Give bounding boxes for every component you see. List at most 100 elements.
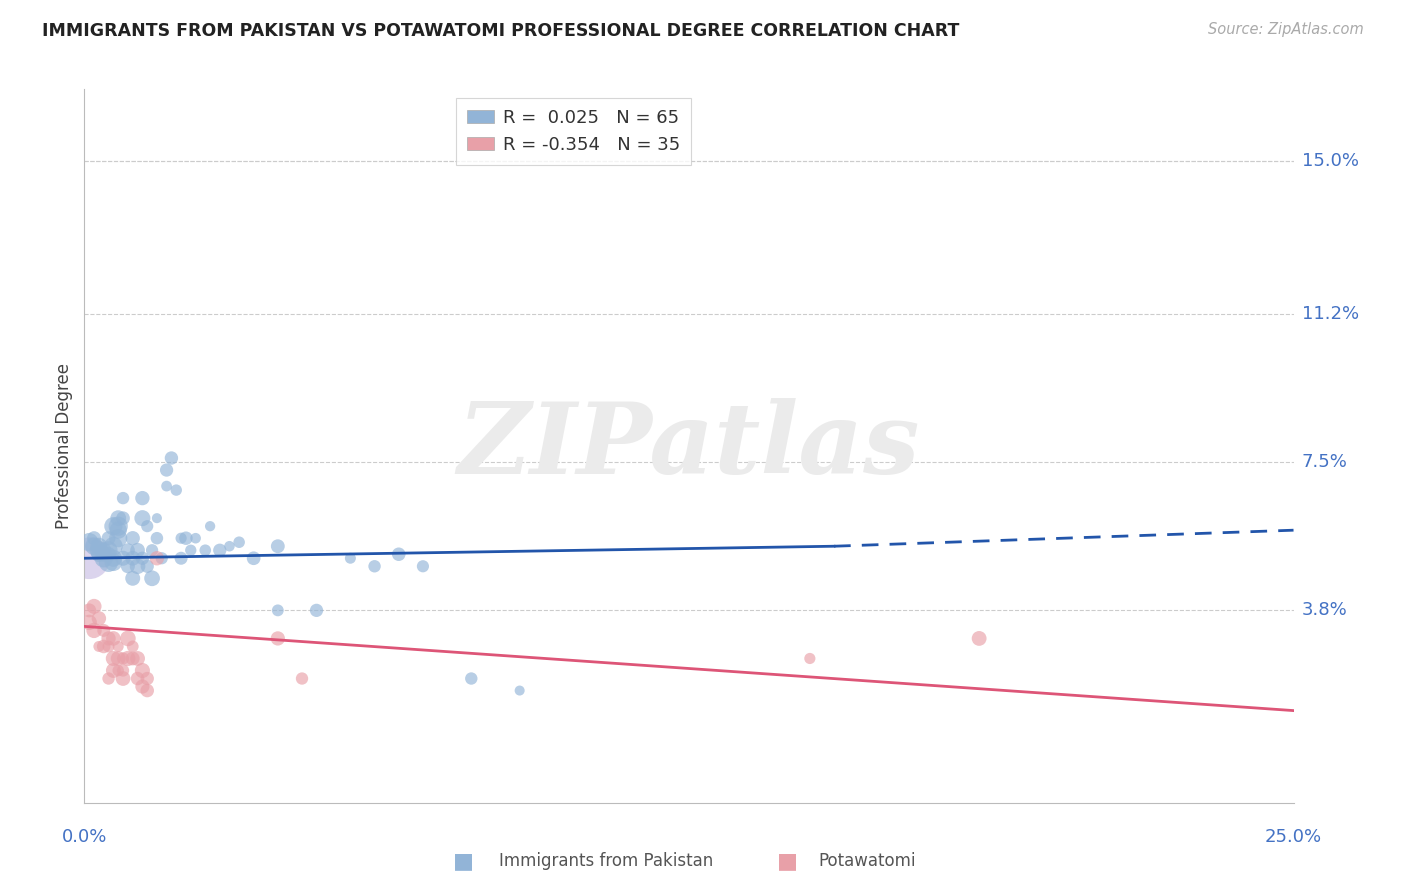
Point — [228, 535, 250, 549]
Text: Source: ZipAtlas.com: Source: ZipAtlas.com — [1208, 22, 1364, 37]
Text: Potawatomi: Potawatomi — [818, 852, 915, 870]
Point — [136, 519, 159, 533]
Point — [127, 651, 149, 665]
Point — [131, 491, 153, 505]
Point — [131, 511, 153, 525]
Point — [97, 672, 120, 686]
Point — [131, 680, 153, 694]
Point — [107, 523, 129, 537]
Point — [165, 483, 187, 497]
Point — [93, 543, 115, 558]
Point — [107, 640, 129, 654]
Text: IMMIGRANTS FROM PAKISTAN VS POTAWATOMI PROFESSIONAL DEGREE CORRELATION CHART: IMMIGRANTS FROM PAKISTAN VS POTAWATOMI P… — [42, 22, 959, 40]
Point — [117, 559, 139, 574]
Point — [146, 511, 169, 525]
Point — [150, 551, 173, 566]
Point — [160, 450, 183, 465]
Text: Immigrants from Pakistan: Immigrants from Pakistan — [499, 852, 713, 870]
Point — [103, 551, 125, 566]
Point — [112, 511, 135, 525]
Point — [198, 519, 221, 533]
Point — [136, 683, 159, 698]
Point — [184, 531, 207, 545]
Point — [242, 551, 264, 566]
Text: 7.5%: 7.5% — [1302, 453, 1348, 471]
Point — [93, 547, 115, 561]
Text: ■: ■ — [454, 851, 474, 871]
Point — [170, 531, 193, 545]
Point — [103, 651, 125, 665]
Point — [83, 531, 105, 545]
Point — [112, 672, 135, 686]
Point — [103, 632, 125, 646]
Point — [93, 551, 115, 566]
Point — [112, 651, 135, 665]
Point — [77, 535, 100, 549]
Point — [131, 664, 153, 678]
Point — [83, 539, 105, 553]
Point — [146, 551, 169, 566]
Point — [267, 539, 290, 553]
Point — [267, 632, 290, 646]
Point — [291, 672, 314, 686]
Point — [117, 543, 139, 558]
Point — [107, 519, 129, 533]
Point — [97, 632, 120, 646]
Point — [112, 664, 135, 678]
Y-axis label: Professional Degree: Professional Degree — [55, 363, 73, 529]
Point — [121, 551, 143, 566]
Point — [121, 640, 143, 654]
Point — [170, 551, 193, 566]
Point — [121, 651, 143, 665]
Point — [107, 651, 129, 665]
Point — [194, 543, 217, 558]
Point — [97, 547, 120, 561]
Point — [267, 603, 290, 617]
Point — [103, 519, 125, 533]
Point — [83, 599, 105, 614]
Point — [509, 683, 531, 698]
Point — [412, 559, 434, 574]
Text: 0.0%: 0.0% — [62, 828, 107, 846]
Point — [305, 603, 328, 617]
Point — [155, 479, 177, 493]
Point — [77, 551, 100, 566]
Point — [339, 551, 361, 566]
Point — [121, 571, 143, 585]
Point — [97, 543, 120, 558]
Point — [77, 603, 100, 617]
Point — [117, 632, 139, 646]
Point — [117, 651, 139, 665]
Point — [107, 531, 129, 545]
Point — [87, 547, 110, 561]
Text: ■: ■ — [778, 851, 797, 871]
Point — [146, 531, 169, 545]
Point — [103, 555, 125, 569]
Text: 25.0%: 25.0% — [1265, 828, 1322, 846]
Point — [127, 559, 149, 574]
Point — [967, 632, 990, 646]
Point — [174, 531, 197, 545]
Point — [127, 672, 149, 686]
Point — [93, 624, 115, 638]
Point — [87, 543, 110, 558]
Text: 15.0%: 15.0% — [1302, 153, 1358, 170]
Point — [97, 555, 120, 569]
Point — [107, 511, 129, 525]
Point — [103, 539, 125, 553]
Point — [97, 640, 120, 654]
Point — [97, 531, 120, 545]
Point — [460, 672, 482, 686]
Point — [155, 463, 177, 477]
Point — [93, 640, 115, 654]
Point — [112, 551, 135, 566]
Point — [77, 615, 100, 630]
Point — [136, 672, 159, 686]
Point — [107, 664, 129, 678]
Point — [112, 491, 135, 505]
Point — [136, 559, 159, 574]
Point — [141, 543, 163, 558]
Point — [87, 640, 110, 654]
Text: 3.8%: 3.8% — [1302, 601, 1347, 619]
Legend: R =  0.025   N = 65, R = -0.354   N = 35: R = 0.025 N = 65, R = -0.354 N = 35 — [456, 98, 692, 165]
